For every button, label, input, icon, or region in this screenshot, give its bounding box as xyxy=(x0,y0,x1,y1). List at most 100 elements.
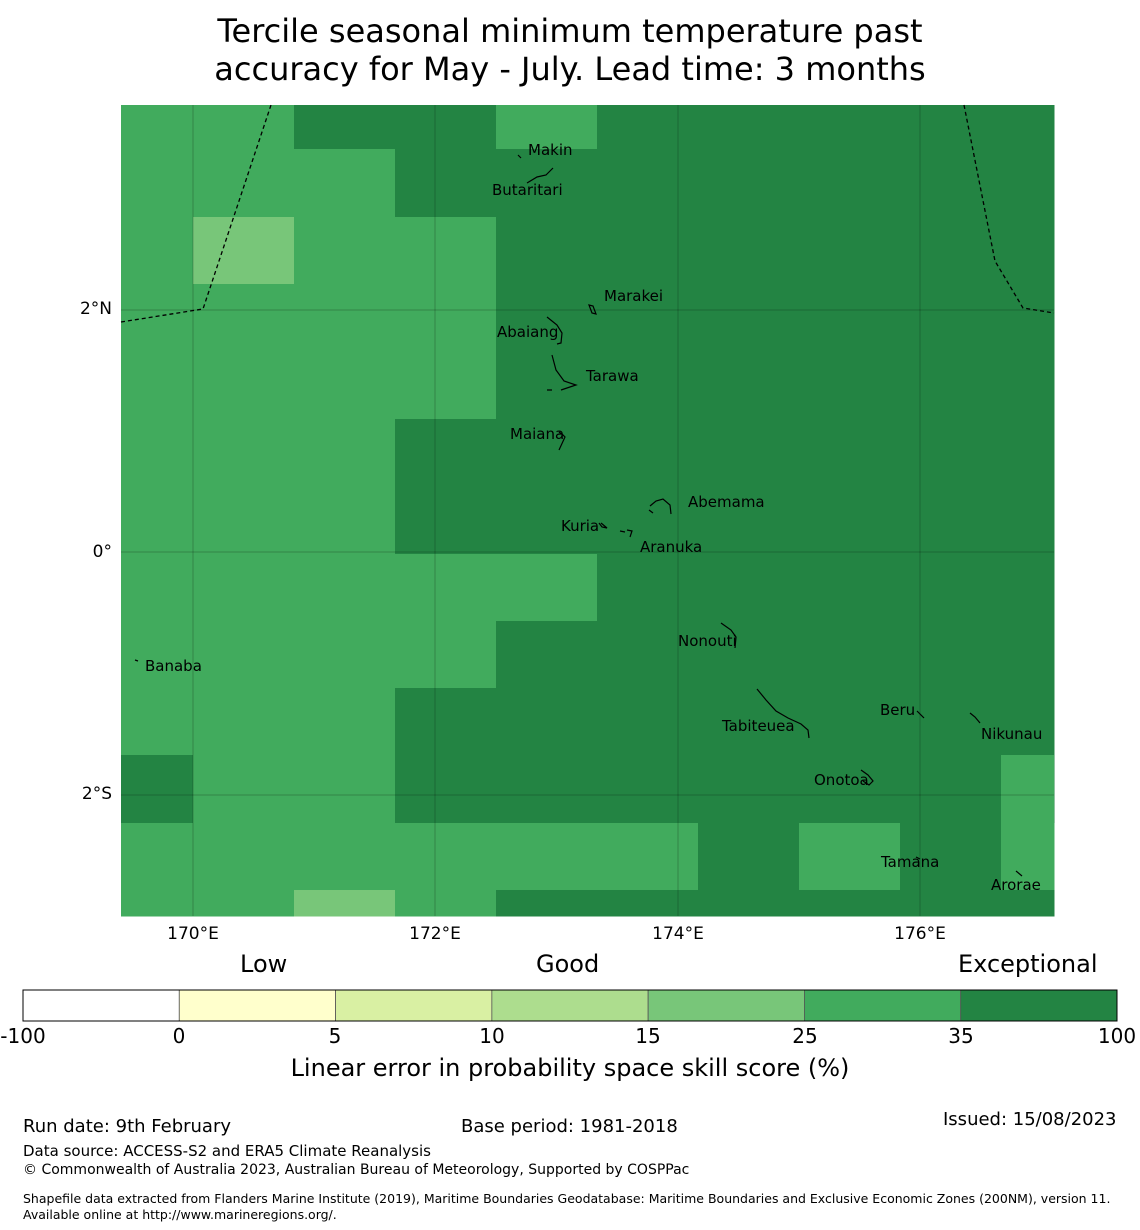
skill-cell xyxy=(294,823,396,891)
nikunau-outline xyxy=(969,712,981,724)
skill-cell xyxy=(294,688,396,756)
skill-cell xyxy=(496,621,598,689)
skill-cell xyxy=(395,755,497,824)
skill-cell xyxy=(395,621,497,689)
skill-cell xyxy=(597,688,699,756)
skill-cell xyxy=(698,755,800,824)
skill-cell xyxy=(698,217,800,285)
skill-cell xyxy=(1001,755,1054,890)
colorbar-tick: 35 xyxy=(948,1024,974,1048)
skill-cell xyxy=(1001,149,1055,218)
marakei-outline xyxy=(588,304,597,315)
lat-label-0: 0° xyxy=(92,542,112,562)
data-source: Data source: ACCESS-S2 and ERA5 Climate … xyxy=(23,1142,431,1160)
skill-cell xyxy=(1001,554,1055,622)
skill-cell xyxy=(698,486,800,555)
colorbar-tick: 10 xyxy=(479,1024,505,1048)
nonouti-outline xyxy=(720,622,737,649)
skill-cell xyxy=(193,554,295,622)
place-labels: Makin Butaritari Marakei Abaiang Tarawa … xyxy=(145,141,1042,894)
skill-cell xyxy=(698,419,800,487)
skill-cell xyxy=(193,755,295,824)
colorbar-segment xyxy=(647,989,805,1022)
skill-cell xyxy=(900,890,1002,917)
skill-cell xyxy=(900,755,1002,824)
skill-cell xyxy=(799,688,901,756)
skill-cell xyxy=(799,105,901,150)
colorbar-tick: 5 xyxy=(328,1024,342,1048)
skill-cell xyxy=(294,149,396,218)
island-outlines xyxy=(134,154,1023,877)
colorbar-segment xyxy=(491,989,649,1022)
makin-outline xyxy=(517,154,554,184)
graticule xyxy=(121,105,1054,916)
skill-cell xyxy=(294,755,396,824)
banaba-outline xyxy=(134,659,139,662)
skill-cell xyxy=(193,105,295,150)
place-label: Marakei xyxy=(604,287,663,305)
skill-cell xyxy=(900,284,1002,352)
skill-map: Makin Butaritari Marakei Abaiang Tarawa … xyxy=(120,104,1055,917)
tarawa-outline xyxy=(547,354,578,391)
lon-label-176e: 176°E xyxy=(894,924,946,944)
category-good: Good xyxy=(536,950,600,978)
skill-cell xyxy=(597,149,699,218)
colorbar-frame xyxy=(22,989,1118,1022)
skill-cell xyxy=(193,149,295,218)
skill-cell xyxy=(496,419,598,487)
colorbar-segment xyxy=(960,989,1118,1022)
copyright: © Commonwealth of Australia 2023, Austra… xyxy=(23,1162,690,1178)
skill-cell xyxy=(294,351,396,420)
skill-cell xyxy=(698,890,800,917)
skill-cell xyxy=(121,486,194,555)
place-label: Tarawa xyxy=(585,367,639,385)
place-label: Butaritari xyxy=(492,181,563,199)
colorbar xyxy=(22,989,1118,1022)
skill-cell xyxy=(597,351,699,420)
place-label: Nikunau xyxy=(981,725,1042,743)
skill-cell xyxy=(799,351,901,420)
skill-cell xyxy=(496,486,598,555)
skill-cell xyxy=(799,823,901,891)
skill-cell xyxy=(193,823,295,891)
lat-label-2n: 2°N xyxy=(79,299,112,319)
tabiteuea-outline xyxy=(756,688,810,739)
skill-cell xyxy=(799,890,901,917)
lon-label-170e: 170°E xyxy=(167,924,219,944)
skill-cell xyxy=(597,284,699,352)
onotoa-outline xyxy=(860,769,874,786)
skill-cell xyxy=(1001,621,1055,689)
colorbar-tick: 0 xyxy=(172,1024,186,1048)
place-label: Banaba xyxy=(145,657,202,675)
skill-cell xyxy=(799,419,901,487)
category-exceptional: Exceptional xyxy=(958,950,1098,978)
skill-cell xyxy=(698,351,800,420)
skill-cell xyxy=(294,554,396,622)
skill-grid xyxy=(121,105,1055,917)
skill-cell xyxy=(597,621,699,689)
skill-cell xyxy=(496,823,598,891)
skill-cell xyxy=(698,823,800,891)
skill-cell xyxy=(1001,217,1055,285)
skill-cell xyxy=(597,890,699,917)
skill-cell xyxy=(799,755,901,824)
skill-cell xyxy=(121,755,194,824)
skill-cell xyxy=(395,351,497,420)
skill-cell xyxy=(900,823,1002,891)
skill-cell xyxy=(698,284,800,352)
skill-cell xyxy=(900,621,1002,689)
skill-cell xyxy=(193,217,295,285)
skill-cell xyxy=(395,284,497,352)
skill-cell xyxy=(395,419,497,487)
skill-cell xyxy=(900,688,1002,756)
category-low: Low xyxy=(240,950,288,978)
skill-cell xyxy=(1001,105,1055,150)
skill-cell xyxy=(121,284,194,352)
skill-cell xyxy=(799,486,901,555)
skill-cell xyxy=(294,217,396,285)
skill-cell xyxy=(496,105,598,150)
base-period: Base period: 1981-2018 xyxy=(461,1116,678,1137)
skill-cell xyxy=(294,890,396,917)
lon-label-172e: 172°E xyxy=(409,924,461,944)
skill-cell xyxy=(496,149,598,218)
